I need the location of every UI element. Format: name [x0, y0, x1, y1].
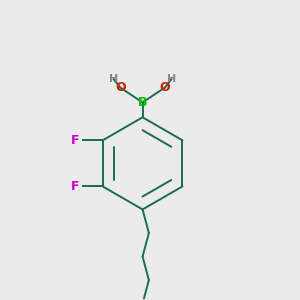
Text: H: H: [109, 74, 119, 84]
Text: F: F: [70, 134, 79, 147]
Text: H: H: [167, 74, 176, 84]
Text: O: O: [115, 81, 126, 94]
Text: B: B: [138, 96, 147, 109]
Text: F: F: [70, 180, 79, 193]
Text: O: O: [160, 81, 170, 94]
